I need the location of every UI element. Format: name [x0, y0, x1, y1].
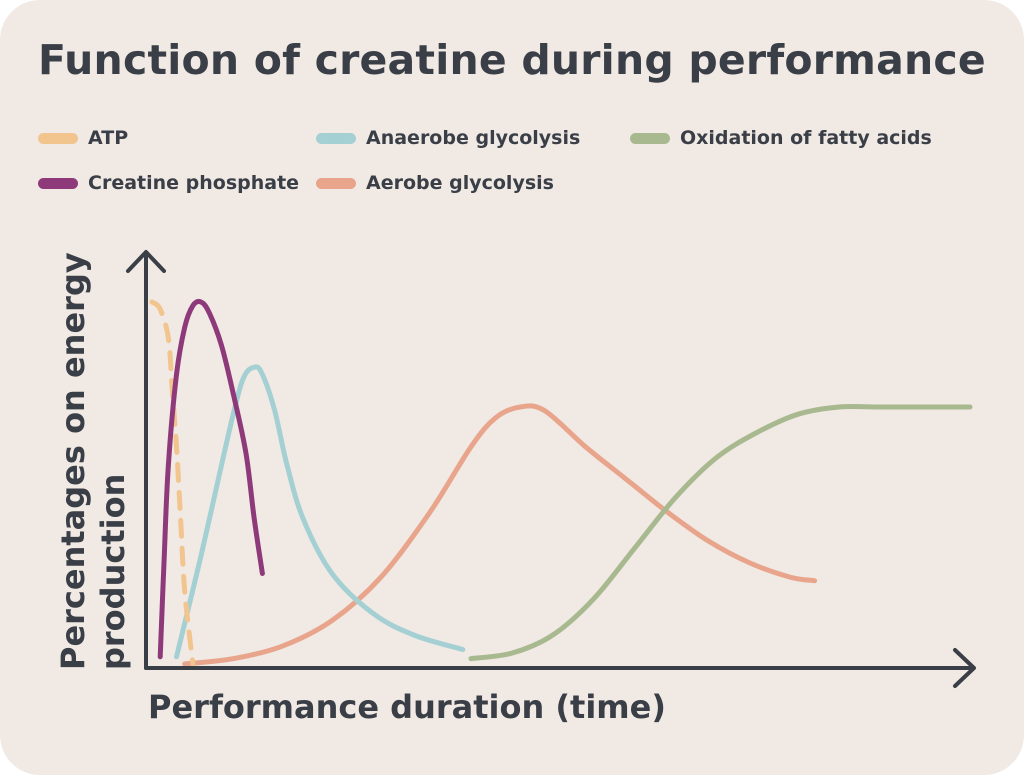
legend-label-anaerobe-glycolysis: Anaerobe glycolysis: [366, 127, 581, 149]
legend-item-oxidation-fatty-acids: Oxidation of fatty acids: [630, 126, 932, 150]
series-line-oxidation-of-fatty-acids: [468, 403, 973, 662]
legend-label-creatine-phosphate: Creatine phosphate: [88, 172, 300, 194]
y-axis-title-line-2: production: [94, 474, 132, 670]
chart-title: Function of creatine during performance: [38, 36, 986, 84]
series-layer: [149, 298, 973, 667]
legend-swatch-anaerobe-glycolysis: [316, 132, 356, 144]
x-axis-title: Performance duration (time): [148, 688, 666, 726]
legend-swatch-creatine-phosphate: [38, 177, 78, 189]
legend-item-atp: ATP: [38, 126, 128, 150]
legend-item-creatine-phosphate: Creatine phosphate: [38, 171, 299, 195]
legend-item-anaerobe-glycolysis: Anaerobe glycolysis: [316, 126, 580, 150]
axes: [126, 250, 976, 688]
legend-label-atp: ATP: [88, 127, 129, 149]
legend-label-aerobe-glycolysis: Aerobe glycolysis: [366, 172, 554, 194]
x-axis-arrow-icon: [953, 648, 976, 688]
series-line-aerobe-glycolysis: [182, 403, 818, 667]
series-line-atp: [149, 299, 196, 667]
legend-label-oxidation-fatty-acids: Oxidation of fatty acids: [680, 127, 932, 149]
y-axis-arrow-icon: [126, 250, 166, 273]
legend-swatch-oxidation-fatty-acids: [630, 132, 670, 144]
series-line-creatine-phosphate: [157, 298, 265, 660]
legend-swatch-aerobe-glycolysis: [316, 177, 356, 189]
y-axis-title-line-1: Percentages on energy: [54, 252, 92, 670]
series-line-anaerobe-glycolysis: [174, 364, 466, 660]
legend-swatch-atp: [38, 132, 78, 144]
legend-item-aerobe-glycolysis: Aerobe glycolysis: [316, 171, 554, 195]
